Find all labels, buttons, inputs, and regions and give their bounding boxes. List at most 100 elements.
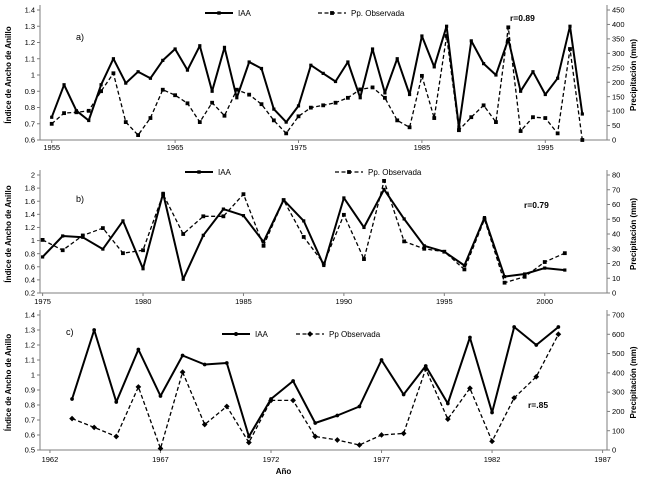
precipitation-data-point (562, 251, 567, 256)
precipitation-data-point (271, 118, 276, 123)
legend-sample-marker (234, 332, 238, 336)
left-axis-tick-label: 1 (31, 236, 35, 245)
iaa-data-point (61, 234, 65, 238)
precipitation-data-point (568, 47, 572, 51)
precipitation-data-point (210, 100, 215, 105)
right-axis-tick-label: 100 (612, 426, 625, 435)
iaa-data-point (70, 397, 74, 401)
precipitation-data-point (542, 260, 547, 264)
iaa-data-point (247, 60, 251, 64)
legend-label: IAA (218, 168, 232, 177)
precipitation-data-point (494, 120, 498, 124)
precipitation-data-point (422, 366, 429, 372)
left-axis-tick-label: 1.2 (25, 223, 35, 232)
right-axis-tick-label: 0 (612, 289, 616, 298)
iaa-data-point (580, 112, 584, 116)
precipitation-data-point (222, 113, 227, 118)
iaa-data-point (309, 63, 313, 67)
x-axis-tick-label: 1995 (537, 143, 554, 152)
precipitation-data-point (49, 121, 54, 126)
precipitation-data-point (482, 217, 487, 222)
precipitation-data-point (136, 133, 140, 137)
left-axis-tick-label: 1.3 (25, 22, 35, 31)
left-axis-tick-label: 0.7 (25, 119, 35, 128)
iaa-data-point (563, 268, 567, 272)
left-axis-tick-label: 1.2 (25, 38, 35, 47)
iaa-data-point (519, 89, 523, 93)
iaa-data-point (423, 364, 428, 368)
left-axis-tick-label: 0.6 (25, 136, 35, 145)
iaa-data-point (259, 66, 264, 71)
precipitation-data-point (467, 385, 473, 392)
left-axis-tick-label: 1.1 (25, 356, 35, 365)
left-axis-tick-label: 0.4 (25, 275, 35, 284)
legend-sample-marker (330, 11, 334, 15)
iaa-data-point (222, 45, 227, 49)
precipitation-data-point (221, 214, 226, 219)
precipitation-data-point (268, 397, 274, 404)
iaa-data-point (382, 187, 386, 192)
right-axis-tick-label: 100 (612, 107, 625, 116)
right-axis-tick-label: 0 (612, 136, 616, 145)
iaa-data-point (302, 219, 306, 223)
precipitation-data-point (121, 251, 125, 256)
precipitation-data-point (62, 111, 66, 116)
precipitation-data-point (160, 87, 165, 92)
iaa-data-point (357, 404, 362, 409)
iaa-data-point (296, 104, 301, 108)
left-axis-tick-label: 0.9 (25, 386, 35, 395)
precipitation-data-point (400, 430, 407, 437)
precipitation-data-point (402, 239, 407, 244)
iaa-data-point (482, 62, 486, 66)
panel-a-chart: 0.6 0.7 0.8 0.9 1 1.1 1.2 1.3 1.4 0 50 100 150 200 250… (4, 5, 638, 152)
iaa-data-point (161, 58, 165, 62)
legend-label: Pp. Observada (368, 168, 422, 177)
iaa-data-point (114, 400, 119, 404)
correlation-label: r=0.89 (510, 13, 535, 23)
iaa-data-point (210, 89, 214, 93)
right-axis-tick-label: 20 (612, 259, 620, 268)
right-axis-tick-label: 250 (612, 63, 625, 72)
precipitation-data-point (469, 115, 474, 120)
x-axis-tick-label: 1980 (135, 297, 152, 306)
left-axis-tick-label: 1.8 (25, 184, 35, 193)
precipitation-data-point (173, 93, 178, 98)
iaa-data-point (342, 196, 346, 200)
x-axis-tick-label: 1977 (373, 455, 390, 464)
precipitation-data-point (99, 89, 103, 94)
precipitation-data-point (296, 114, 301, 119)
panel-letter: c) (66, 327, 74, 337)
legend-label: Pp Observada (329, 330, 381, 339)
iaa-data-point (87, 118, 91, 123)
precipitation-data-point (555, 131, 560, 136)
iaa-data-point (556, 325, 561, 329)
left-axis-tick-label: 1.6 (25, 197, 35, 206)
right-axis-tick-label: 40 (612, 230, 620, 239)
right-axis-tick-label: 500 (612, 349, 625, 358)
x-axis-title: Año (276, 467, 292, 476)
precipitation-data-point (370, 85, 375, 90)
precipitation-data-point (432, 116, 437, 120)
iaa-data-point (180, 353, 185, 358)
x-axis-tick-label: 1972 (263, 455, 280, 464)
left-axis-tick-label: 0.9 (25, 87, 35, 96)
iaa-data-point (198, 44, 202, 48)
iaa-data-point (321, 71, 325, 75)
precipitation-data-point (179, 369, 186, 375)
precipitation-data-point (86, 108, 91, 113)
iaa-data-point (457, 125, 461, 129)
precipitation-data-point (333, 100, 338, 105)
precipitation-data-point (259, 102, 264, 107)
precipitation-data-point (407, 125, 412, 130)
precipitation-data-point (531, 115, 535, 120)
iaa-data-point (401, 392, 406, 397)
precipitation-data-point (422, 246, 427, 251)
right-axis-tick-label: 600 (612, 330, 625, 339)
right-axis-tick-label: 70 (612, 185, 620, 194)
precipitation-data-point (533, 373, 540, 380)
iaa-data-point (506, 37, 510, 41)
left-axis-tick-label: 0.7 (25, 416, 35, 425)
iaa-data-point (111, 57, 116, 61)
iaa-data-point (247, 434, 251, 439)
precipitation-data-point (284, 131, 289, 136)
